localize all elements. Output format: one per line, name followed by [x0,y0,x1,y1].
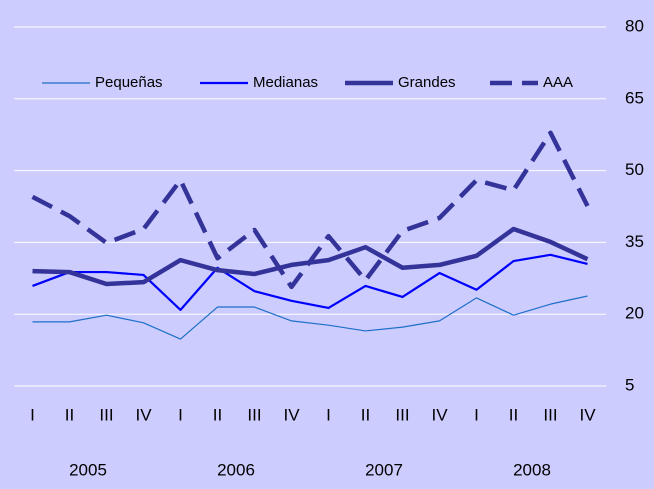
series-line [32,295,588,340]
year-label: 2008 [513,460,551,479]
y-tick-label: 5 [625,375,634,394]
x-tick-label: II [65,405,74,424]
x-tick-label: IV [283,405,300,424]
year-label: 2006 [217,460,255,479]
year-label: 2005 [69,460,107,479]
series-line [31,130,590,290]
x-tick-label: III [247,405,261,424]
legend-label: Pequeñas [95,74,163,91]
y-tick-label: 65 [625,88,644,107]
x-tick-label: II [361,405,370,424]
x-tick-label: I [178,405,183,424]
x-tick-label: IV [135,405,152,424]
y-tick-label: 80 [625,16,644,35]
year-label: 2007 [365,460,403,479]
x-tick-label: II [509,405,518,424]
x-tick-label: III [99,405,113,424]
x-tick-label: I [326,405,331,424]
x-tick-label: IV [431,405,448,424]
x-tick-label: I [474,405,479,424]
series-line [32,253,588,311]
x-tick-label: III [395,405,409,424]
y-tick-label: 35 [625,232,644,251]
y-tick-label: 50 [625,160,644,179]
legend-label: Medianas [253,74,318,91]
x-tick-label: II [213,405,222,424]
x-tick-label: III [543,405,557,424]
y-tick-label: 20 [625,304,644,323]
legend-label: Grandes [398,74,456,91]
x-tick-label: I [30,405,35,424]
x-tick-label: IV [579,405,596,424]
legend-label: AAA [543,74,573,91]
